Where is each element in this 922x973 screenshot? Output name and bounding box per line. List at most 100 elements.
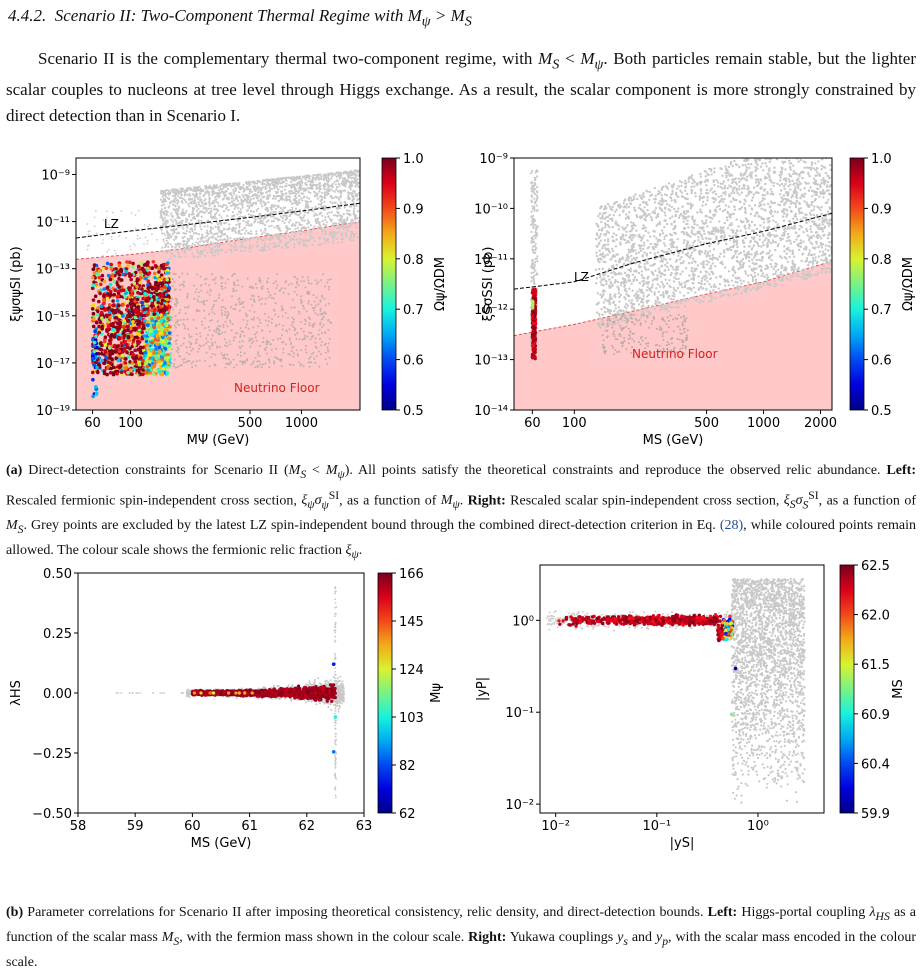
excluded-point	[266, 184, 268, 186]
allowed-point	[129, 369, 133, 373]
excluded-point	[316, 355, 318, 357]
allowed-point	[142, 325, 146, 329]
excluded-point	[293, 318, 295, 320]
excluded-point	[291, 324, 293, 326]
excluded-point	[315, 174, 317, 176]
excluded-point	[274, 356, 276, 358]
excluded-point	[820, 237, 822, 239]
excluded-point	[248, 182, 250, 184]
excluded-point	[204, 327, 206, 329]
excluded-point	[247, 278, 249, 280]
excluded-point	[275, 181, 277, 183]
excluded-point	[181, 273, 183, 275]
excluded-point	[309, 187, 311, 189]
excluded-point	[106, 277, 108, 279]
excluded-point	[351, 184, 353, 186]
excluded-point	[770, 263, 772, 265]
excluded-point	[273, 205, 275, 207]
excluded-point	[257, 208, 259, 210]
excluded-point	[336, 172, 338, 174]
excluded-point	[188, 245, 190, 247]
excluded-point	[253, 299, 255, 301]
excluded-point	[240, 327, 242, 329]
excluded-point	[607, 253, 609, 255]
excluded-point	[219, 333, 221, 335]
allowed-point	[150, 309, 154, 313]
allowed-point	[157, 270, 161, 274]
excluded-point	[264, 243, 266, 245]
allowed-point	[103, 369, 107, 373]
excluded-point	[184, 190, 186, 192]
excluded-point	[223, 210, 225, 212]
excluded-point	[205, 338, 207, 340]
allowed-point	[142, 268, 146, 272]
excluded-point	[171, 245, 173, 247]
excluded-point	[342, 177, 344, 179]
excluded-point	[312, 176, 314, 178]
allowed-point	[109, 350, 113, 354]
excluded-point	[331, 173, 333, 175]
excluded-point	[277, 338, 279, 340]
excluded-point	[251, 342, 253, 344]
excluded-point	[239, 237, 241, 239]
excluded-point	[352, 200, 354, 202]
excluded-point	[232, 211, 234, 213]
excluded-point	[292, 176, 294, 178]
excluded-point	[282, 325, 284, 327]
excluded-point	[321, 326, 323, 328]
excluded-point	[345, 235, 347, 237]
excluded-point	[139, 237, 141, 239]
excluded-point	[219, 325, 221, 327]
excluded-point	[253, 221, 255, 223]
excluded-point	[308, 198, 310, 200]
excluded-point	[224, 331, 226, 333]
lz-label: LZ	[104, 217, 119, 231]
excluded-point	[230, 322, 232, 324]
excluded-point	[262, 363, 264, 365]
excluded-point	[210, 232, 212, 234]
excluded-point	[354, 217, 356, 219]
allowed-point	[130, 334, 134, 338]
excluded-point	[178, 207, 180, 209]
excluded-point	[238, 232, 240, 234]
excluded-point	[344, 185, 346, 187]
excluded-point	[209, 185, 211, 187]
excluded-point	[738, 166, 740, 168]
excluded-point	[303, 243, 305, 245]
excluded-point	[318, 190, 320, 192]
excluded-point	[191, 366, 193, 368]
excluded-point	[232, 288, 234, 290]
excluded-point	[709, 255, 711, 257]
excluded-point	[249, 310, 251, 312]
excluded-point	[300, 321, 302, 323]
excluded-point	[209, 329, 211, 331]
excluded-point	[298, 199, 300, 201]
excluded-point	[301, 302, 303, 304]
excluded-point	[678, 281, 680, 283]
excluded-point	[284, 237, 286, 239]
excluded-point	[324, 185, 326, 187]
excluded-point	[316, 297, 318, 299]
excluded-point	[821, 168, 823, 170]
excluded-point	[219, 239, 221, 241]
excluded-point	[257, 317, 259, 319]
excluded-point	[193, 225, 195, 227]
excluded-point	[681, 270, 683, 272]
allowed-point	[141, 301, 145, 305]
allowed-point	[160, 326, 164, 330]
excluded-point	[182, 237, 184, 239]
excluded-point	[224, 357, 226, 359]
excluded-point	[249, 251, 251, 253]
excluded-point	[283, 181, 285, 183]
excluded-point	[172, 309, 174, 311]
excluded-point	[190, 228, 192, 230]
excluded-point	[304, 183, 306, 185]
excluded-point	[285, 329, 287, 331]
excluded-point	[655, 207, 657, 209]
excluded-point	[185, 233, 187, 235]
excluded-point	[163, 204, 165, 206]
excluded-point	[172, 221, 174, 223]
excluded-point	[267, 201, 269, 203]
excluded-point	[250, 233, 252, 235]
